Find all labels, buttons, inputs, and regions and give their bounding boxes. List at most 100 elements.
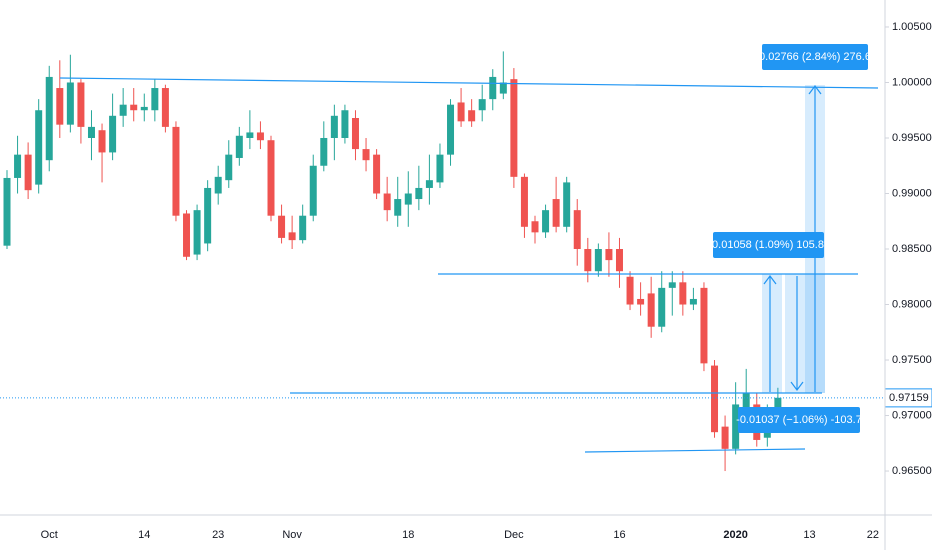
measure-area: [785, 274, 825, 393]
x-tick-label: 2020: [723, 529, 747, 541]
trend-line: [584, 448, 806, 453]
candle-body: [204, 187, 212, 244]
candle-body: [119, 104, 127, 116]
candle-body: [447, 104, 455, 155]
candle-body: [214, 176, 222, 194]
candle-body: [510, 79, 518, 177]
measure-label: 0.01058 (1.09%) 105.8: [712, 239, 824, 251]
candle-body: [658, 287, 666, 327]
candle-body: [668, 282, 676, 288]
candle-body: [225, 154, 233, 181]
y-tick-label: 1.00000: [892, 76, 932, 88]
candle-body: [689, 298, 697, 305]
candle-body: [478, 99, 486, 111]
measure-arrow: [790, 276, 804, 391]
candle-body: [56, 88, 64, 125]
candle-body: [457, 102, 465, 122]
candle-body: [109, 115, 117, 153]
candle-body: [721, 426, 729, 449]
x-tick-label: 16: [613, 529, 625, 541]
candle-body: [77, 82, 85, 127]
x-tick-label: 23: [212, 529, 224, 541]
candle-body: [394, 199, 402, 216]
measure-area: [762, 274, 782, 393]
x-tick-label: 14: [138, 529, 150, 541]
candle-body: [774, 397, 782, 414]
candle-body: [563, 182, 571, 227]
candle-body: [351, 118, 359, 150]
candle-body: [594, 249, 602, 272]
measure-box: [738, 407, 860, 433]
candle-body: [711, 365, 719, 433]
measure-box: [713, 232, 824, 258]
candle-body: [584, 249, 592, 272]
candle-body: [573, 210, 581, 250]
y-tick-label: 0.99500: [892, 132, 932, 144]
candle-body: [404, 193, 412, 205]
candle-body: [183, 213, 191, 257]
candle-body: [626, 276, 634, 305]
candle-body: [637, 298, 645, 305]
candle-body: [267, 140, 275, 216]
y-tick-label: 0.97000: [892, 409, 932, 421]
candle-body: [98, 130, 106, 153]
candle-body: [87, 126, 95, 138]
candle-body: [425, 180, 433, 188]
last-price-label: 0.97159: [889, 392, 929, 404]
candle-body: [383, 193, 391, 211]
candle-body: [14, 154, 22, 178]
x-tick-label: 18: [402, 529, 414, 541]
measure-box: [762, 44, 868, 70]
candle-body: [3, 177, 11, 246]
candle-body: [468, 110, 476, 122]
candle-body: [140, 106, 148, 111]
x-tick-label: 13: [803, 529, 815, 541]
candle-body: [161, 88, 169, 127]
candle-body: [362, 149, 370, 161]
candle-body: [320, 137, 328, 166]
candle-body: [172, 126, 180, 216]
candle-body: [679, 282, 687, 305]
candle-body: [24, 154, 32, 191]
candle-body: [605, 249, 613, 261]
candle-body: [373, 154, 381, 194]
y-tick-label: 1.00500: [892, 21, 932, 33]
candle-body: [151, 88, 159, 111]
candle-body: [35, 110, 43, 185]
measure-labels: 0.02766 (2.84%) 276.6 0.01058 (1.09%) 10…: [712, 44, 871, 433]
candle-body: [130, 104, 138, 111]
candle-body: [193, 210, 201, 255]
y-tick-label: 0.98500: [892, 243, 932, 255]
candle-body: [278, 215, 286, 238]
candle-body: [288, 232, 296, 241]
x-tick-label: Dec: [504, 529, 524, 541]
candle-body: [436, 154, 444, 183]
candle-body: [66, 82, 74, 125]
x-tick-label: 22: [867, 529, 879, 541]
candle-body: [45, 76, 53, 161]
y-tick-label: 0.96500: [892, 465, 932, 477]
candle-body: [647, 293, 655, 327]
measure-label: -0.01037 (−1.06%) -103.7: [736, 414, 862, 426]
candle-body: [615, 249, 623, 272]
y-tick-label: 0.97500: [892, 354, 932, 366]
candle-body: [520, 176, 528, 227]
trend-line: [59, 77, 879, 89]
candle-body: [542, 210, 550, 233]
candle-body: [246, 132, 254, 138]
candle-body: [309, 165, 317, 216]
candle-body: [415, 187, 423, 200]
x-tick-label: Oct: [41, 529, 58, 541]
x-tick-label: Nov: [282, 529, 302, 541]
candle-body: [489, 76, 497, 100]
candle-body: [732, 404, 740, 449]
candle-body: [742, 393, 750, 410]
measure-arrow: [763, 275, 777, 392]
y-tick-label: 0.98000: [892, 298, 932, 310]
candle-body: [330, 115, 338, 138]
candle-body: [552, 199, 560, 227]
candle-body: [341, 110, 349, 138]
candle-body: [256, 132, 264, 141]
